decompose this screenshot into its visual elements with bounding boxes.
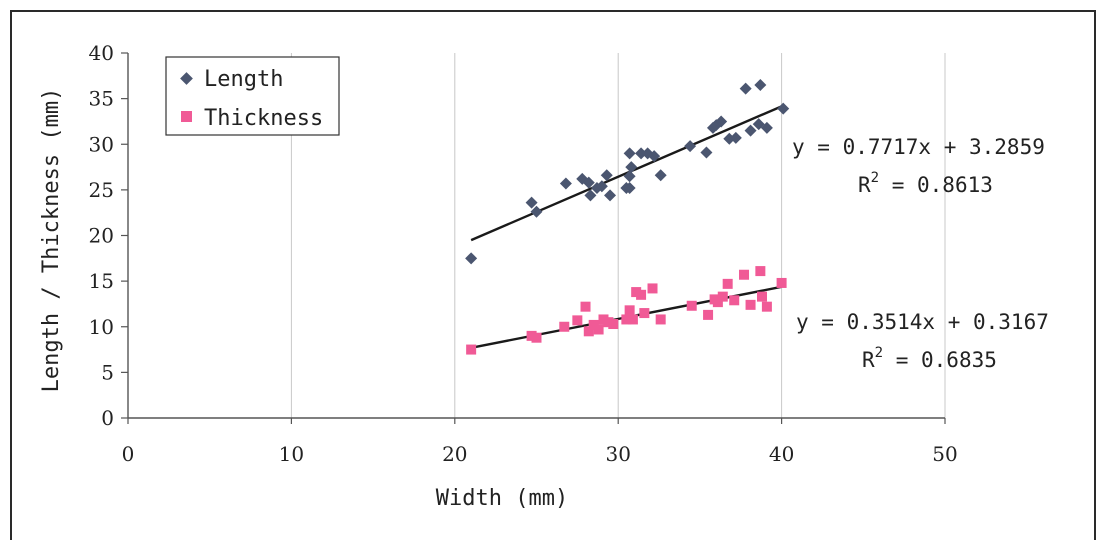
x-tick-label-0: 0 [122,442,135,466]
y-tick-label-30: 30 [89,132,114,156]
y-tick-label-10: 10 [89,315,114,339]
trendline-equation-length: y = 0.7717x + 3.2859 [792,135,1045,159]
point-length-20 [684,140,697,153]
y-tick-label-15: 15 [89,269,114,293]
point-thickness-23 [712,297,723,308]
point-length-8 [595,180,608,193]
point-thickness-27 [739,269,750,280]
x-tick-label-20: 20 [442,442,467,466]
data-points [465,78,790,355]
r2-value: = 0.6835 [883,348,997,372]
legend-label-thickness: Thickness [204,106,323,131]
gridlines [290,53,946,418]
point-length-31 [760,121,773,134]
r-squared-length: R2 = 0.8613 [858,170,993,197]
legend-box [165,56,340,136]
point-thickness-31 [761,301,772,312]
x-tick-label-10: 10 [279,442,304,466]
y-tick-label-35: 35 [89,87,114,111]
y-tick-label-20: 20 [89,224,114,248]
point-length-32 [777,102,790,115]
trendline-equation-thickness: y = 0.3514x + 0.3167 [796,310,1049,334]
chart-frame [10,10,1096,540]
x-tick-label-50: 50 [932,442,957,466]
point-thickness-6 [583,326,594,337]
y-tick-label-25: 25 [89,178,114,202]
point-length-30 [754,78,767,91]
r2-value: = 0.8613 [879,173,993,197]
legend-label-length: Length [204,67,283,92]
point-length-2 [530,205,543,218]
point-thickness-26 [729,295,740,306]
legend-marker-thickness [181,111,192,122]
x-axis-title: Width (mm) [436,486,568,511]
point-thickness-32 [776,277,787,288]
point-thickness-16 [636,289,647,300]
point-length-6 [584,189,597,202]
point-length-27 [739,82,752,95]
point-length-14 [625,161,638,174]
point-thickness-20 [686,300,697,311]
point-thickness-17 [639,308,650,319]
x-tick-label-40: 40 [769,442,794,466]
point-length-19 [654,169,667,182]
point-length-3 [559,177,572,190]
r-squared-thickness: R2 = 0.6835 [862,345,997,372]
y-tick-label-0: 0 [101,406,114,430]
r2-exponent: 2 [871,170,879,186]
point-length-21 [700,146,713,159]
point-length-13 [623,170,636,183]
point-length-18 [648,150,661,163]
point-thickness-11 [608,319,619,330]
point-length-26 [729,131,742,144]
point-thickness-8 [593,324,604,335]
point-thickness-5 [580,301,591,312]
trendline-length [470,105,783,242]
r2-symbol: R [862,348,875,372]
point-thickness-24 [717,291,728,302]
point-length-24 [715,115,728,128]
point-thickness-14 [627,314,638,325]
point-length-9 [600,169,613,182]
point-thickness-19 [655,314,666,325]
y-tick-label-5: 5 [101,360,114,384]
y-tick-label-40: 40 [89,41,114,65]
point-length-28 [744,124,757,137]
point-thickness-28 [745,299,756,310]
legend: Length Thickness [165,56,340,136]
point-length-15 [623,147,636,160]
tick-labels: 0 5 10 15 20 25 30 35 40 0 10 20 30 40 50 [89,41,958,466]
legend-marker-length [180,72,193,85]
point-thickness-29 [755,266,766,277]
point-length-12 [623,182,636,195]
point-thickness-18 [647,283,658,294]
equation-length: y = 0.7717x + 3.2859 R2 = 0.8613 [792,135,1045,197]
r2-symbol: R [858,173,871,197]
axes [121,52,946,424]
point-length-1 [525,196,538,209]
point-length-10 [604,189,617,202]
equation-thickness: y = 0.3514x + 0.3167 R2 = 0.6835 [796,310,1049,372]
point-thickness-30 [756,291,767,302]
point-thickness-25 [722,278,733,289]
point-thickness-3 [559,321,570,332]
point-thickness-12 [621,314,632,325]
point-thickness-13 [624,305,635,316]
y-axis-title: Length / Thickness (mm) [39,88,64,393]
point-length-0 [465,252,478,265]
r2-exponent: 2 [875,345,883,361]
x-tick-label-30: 30 [605,442,630,466]
point-thickness-2 [531,332,542,343]
point-length-5 [582,176,595,189]
point-thickness-4 [572,315,583,326]
point-thickness-0 [466,344,477,355]
point-length-16 [635,147,648,160]
point-thickness-21 [703,309,714,320]
